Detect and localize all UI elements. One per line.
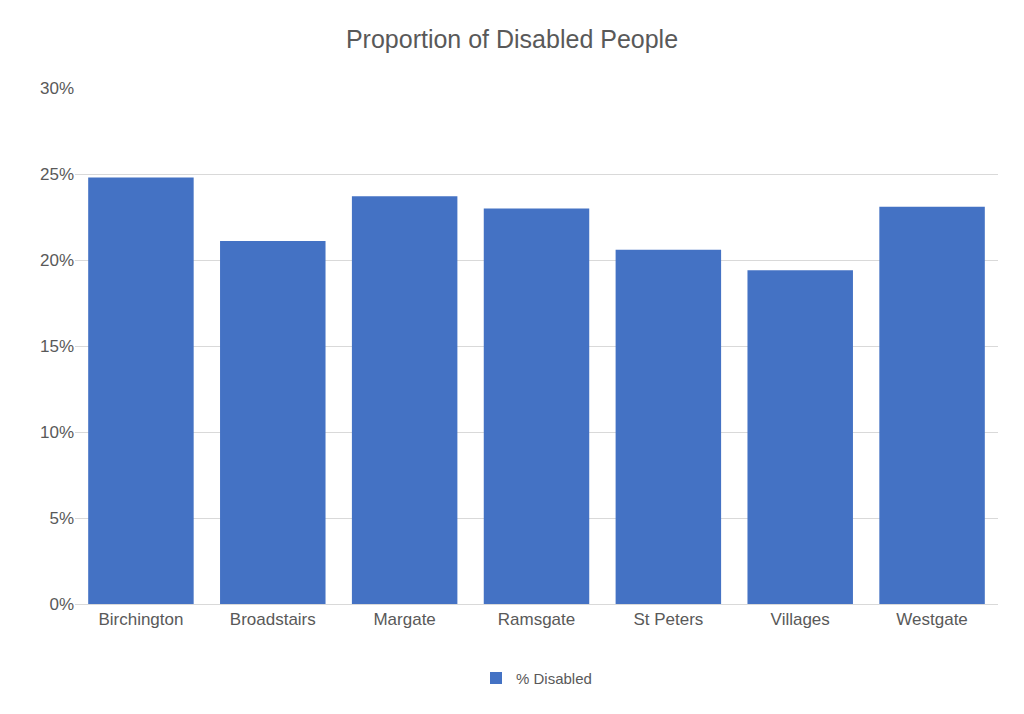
svg-text:30%: 30% [40,79,74,98]
svg-text:0%: 0% [49,595,74,614]
svg-text:5%: 5% [49,509,74,528]
svg-text:Villages: Villages [771,610,830,629]
svg-text:Westgate: Westgate [896,610,968,629]
svg-text:15%: 15% [40,337,74,356]
svg-text:20%: 20% [40,251,74,270]
svg-text:Proportion of Disabled People: Proportion of Disabled People [346,25,678,53]
svg-text:25%: 25% [40,165,74,184]
svg-text:Ramsgate: Ramsgate [498,610,575,629]
svg-text:Birchington: Birchington [98,610,183,629]
svg-text:St Peters: St Peters [633,610,703,629]
svg-text:Margate: Margate [373,610,435,629]
svg-text:10%: 10% [40,423,74,442]
svg-text:% Disabled: % Disabled [516,670,592,687]
svg-text:Broadstairs: Broadstairs [230,610,316,629]
